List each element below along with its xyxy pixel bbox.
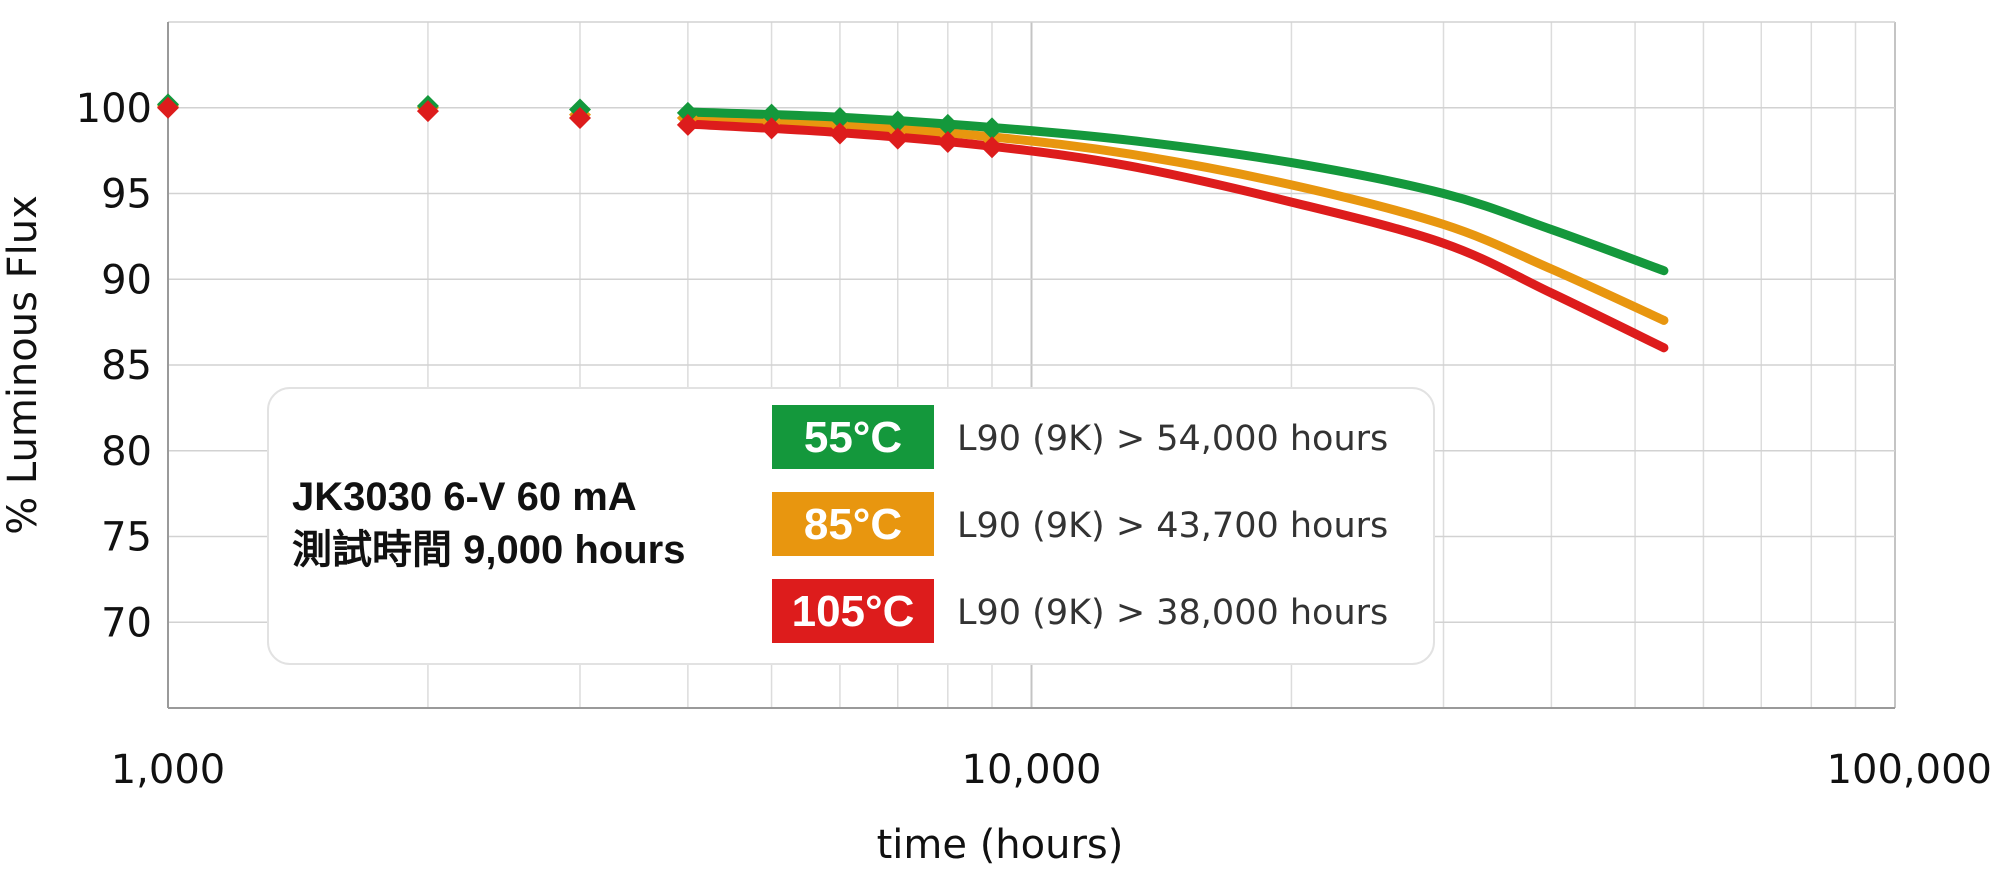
legend-series-name: 85°C xyxy=(804,500,902,549)
legend-series-description: L90 (9K) > 54,000 hours xyxy=(957,419,1388,459)
x-tick-label: 100,000 xyxy=(1827,747,1992,793)
legend-swatch xyxy=(772,492,934,556)
axes xyxy=(167,22,1895,709)
data-point xyxy=(936,113,959,136)
data-point xyxy=(760,103,783,126)
legend-title-line1: JK3030 6-V 60 mA xyxy=(292,475,637,519)
y-tick-labels: 100 95 90 85 80 75 70 xyxy=(76,86,152,647)
data-point xyxy=(980,136,1003,159)
x-tick-label: 1,000 xyxy=(111,747,226,793)
y-tick-label: 95 xyxy=(101,172,152,218)
series-lines xyxy=(683,107,1669,353)
data-point xyxy=(760,117,783,140)
x-tick-label: 10,000 xyxy=(962,747,1102,793)
legend-series-name: 55°C xyxy=(804,413,902,462)
data-point xyxy=(886,110,909,133)
data-point xyxy=(676,113,699,136)
data-point xyxy=(416,100,439,123)
legend-swatch xyxy=(772,405,934,469)
legend-swatch xyxy=(772,579,934,643)
x-tick-labels: 1,000 10,000 100,000 xyxy=(111,747,1992,793)
data-point xyxy=(980,117,1003,140)
x-axis-title: time (hours) xyxy=(877,822,1124,868)
legend-entries: 55°C L90 (9K) > 54,000 hours 85°C L90 (9K) … xyxy=(772,405,1388,643)
data-point xyxy=(936,131,959,154)
series-points xyxy=(157,93,1003,159)
y-tick-label: 80 xyxy=(101,429,152,475)
legend-series-name: 105°C xyxy=(792,587,915,636)
legend-title-line2: 測試時間 9,000 hours xyxy=(292,528,685,572)
legend-series-description: L90 (9K) > 38,000 hours xyxy=(957,593,1388,633)
data-point xyxy=(157,96,179,119)
y-axis-title: % Luminous Flux xyxy=(0,195,46,535)
data-point xyxy=(828,122,851,145)
y-tick-label: 100 xyxy=(76,86,152,132)
y-tick-label: 85 xyxy=(101,343,152,389)
data-point xyxy=(676,101,699,124)
legend-series-description: L90 (9K) > 43,700 hours xyxy=(957,506,1388,546)
y-tick-label: 90 xyxy=(101,257,152,303)
data-point xyxy=(568,107,591,130)
y-tick-label: 70 xyxy=(101,600,152,646)
y-tick-label: 75 xyxy=(101,515,152,561)
data-point xyxy=(886,127,909,150)
data-point xyxy=(828,107,851,130)
legend: JK3030 6-V 60 mA 測試時間 9,000 hours 55°C L9… xyxy=(267,387,1435,665)
